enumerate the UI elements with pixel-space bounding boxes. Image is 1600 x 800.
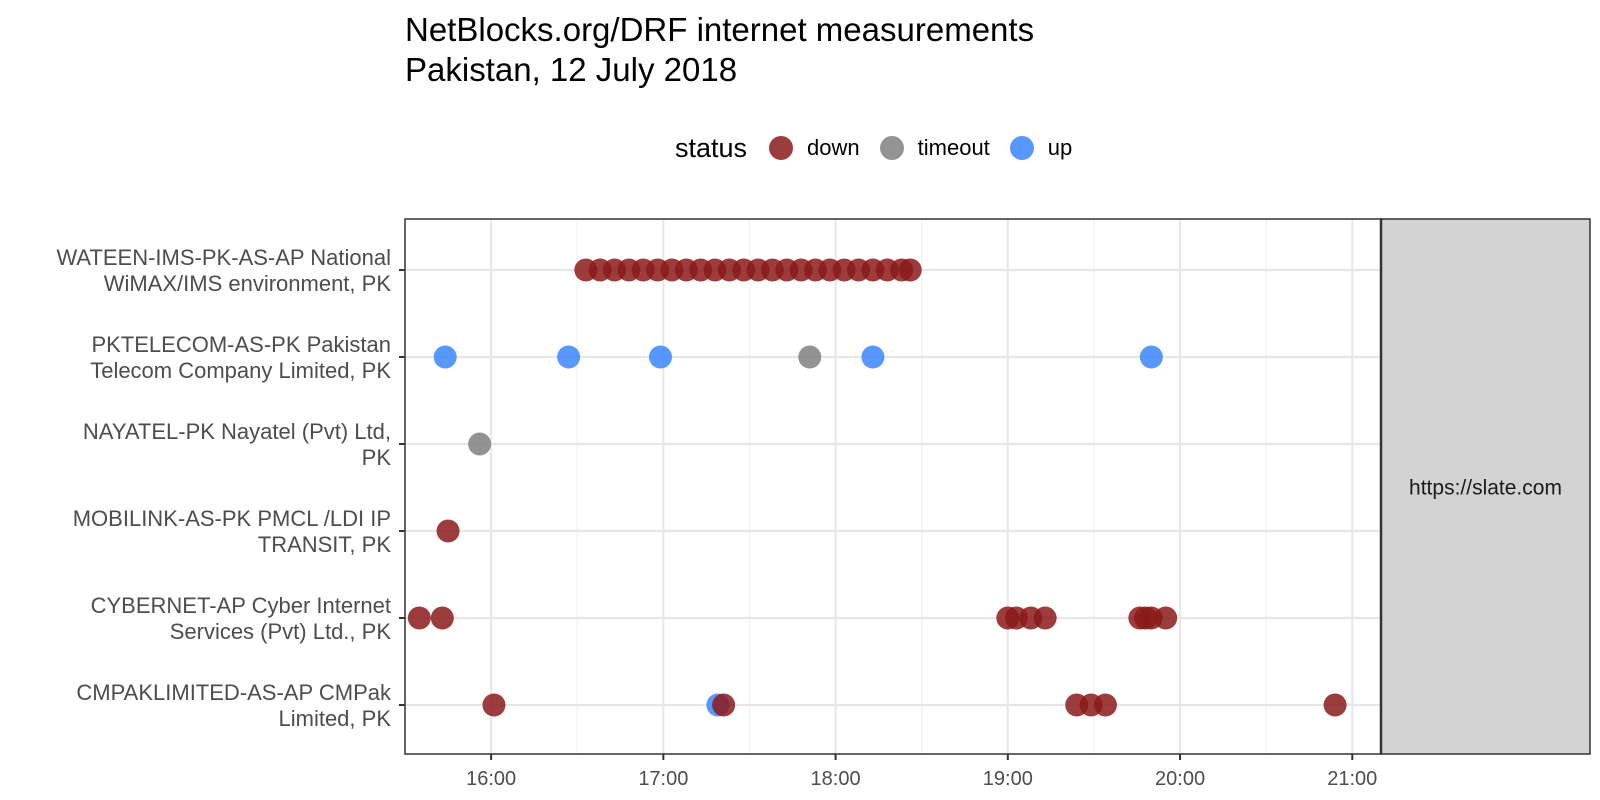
x-axis-tick-label: 18:00 <box>811 768 861 790</box>
chart-subtitle: Pakistan, 12 July 2018 <box>405 51 738 88</box>
data-point-down <box>436 519 460 543</box>
data-point-down <box>482 693 506 717</box>
legend-item-timeout: timeout <box>879 135 990 161</box>
legend-title: status <box>675 132 748 163</box>
y-axis-label-line2: Services (Pvt) Ltd., PK <box>170 619 392 644</box>
legend-swatch-timeout <box>879 136 904 160</box>
data-point-down <box>1154 606 1178 630</box>
data-point-down <box>1033 606 1057 630</box>
legend-item-down: down <box>769 135 860 161</box>
legend: status down timeout up <box>675 128 1092 168</box>
data-point-up <box>557 345 581 369</box>
y-axis-label-line1: PKTELECOM-AS-PK Pakistan <box>91 332 391 357</box>
data-point-timeout <box>798 345 822 369</box>
y-axis-label-line2: TRANSIT, PK <box>258 532 392 557</box>
facet-strip-label: https://slate.com <box>1409 477 1562 500</box>
y-axis-label-line2: Limited, PK <box>279 706 392 731</box>
data-point-down <box>1323 693 1347 717</box>
data-point-down <box>407 606 431 630</box>
x-axis-tick-label: 17:00 <box>638 768 688 790</box>
data-point-up <box>1139 345 1163 369</box>
y-axis-label-line1: CMPAKLIMITED-AS-AP CMPak <box>76 680 392 705</box>
plot-panel <box>405 219 1381 754</box>
legend-swatch-down <box>769 136 794 160</box>
x-axis-tick-label: 20:00 <box>1155 768 1205 790</box>
x-axis-tick-label: 16:00 <box>466 768 516 790</box>
y-axis-label-line1: MOBILINK-AS-PK PMCL /LDI IP <box>73 506 391 531</box>
y-axis-label-line1: WATEEN-IMS-PK-AS-AP National <box>56 245 391 270</box>
legend-item-up: up <box>1009 135 1073 161</box>
data-point-timeout <box>468 432 492 456</box>
x-axis-tick-label: 21:00 <box>1327 768 1377 790</box>
data-point-down <box>898 258 922 282</box>
data-point-up <box>648 345 672 369</box>
chart-title: NetBlocks.org/DRF internet measurements <box>405 11 1035 48</box>
y-axis-label-line1: NAYATEL-PK Nayatel (Pvt) Ltd, <box>83 419 391 444</box>
legend-label-timeout: timeout <box>917 135 990 160</box>
legend-label-up: up <box>1047 135 1073 160</box>
data-point-down <box>1093 693 1117 717</box>
y-axis-label-line2: Telecom Company Limited, PK <box>90 358 391 383</box>
data-point-up <box>433 345 457 369</box>
data-point-up <box>861 345 885 369</box>
y-axis-label-line1: CYBERNET-AP Cyber Internet <box>91 593 391 618</box>
y-axis-label-line2: WiMAX/IMS environment, PK <box>104 271 392 296</box>
legend-label-down: down <box>807 135 860 160</box>
chart-title-block: NetBlocks.org/DRF internet measurements … <box>405 10 1034 90</box>
legend-swatch-up <box>1009 136 1034 160</box>
x-axis-tick-label: 19:00 <box>983 768 1033 790</box>
data-point-down <box>712 693 736 717</box>
y-axis-label-line2: PK <box>362 445 392 470</box>
data-point-down <box>430 606 454 630</box>
facet-strip <box>1380 218 1591 755</box>
